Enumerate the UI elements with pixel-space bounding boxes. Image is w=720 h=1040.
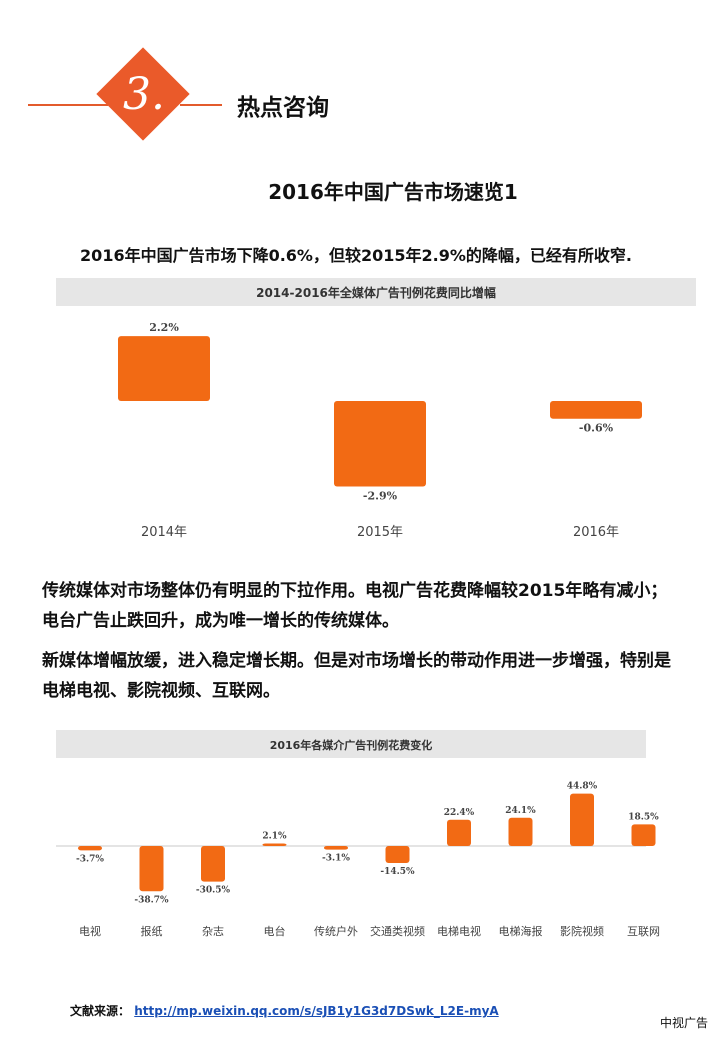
data-label: 2.1%	[262, 832, 287, 842]
bar	[139, 846, 164, 892]
bar	[570, 793, 594, 846]
data-label: -14.5%	[380, 867, 415, 877]
paragraph-new-media: 新媒体增幅放缓，进入稳定增长期。但是对市场增长的带动作用进一步增强，特别是电梯电…	[42, 651, 671, 701]
section-title: 热点咨询	[237, 95, 329, 121]
data-label: -38.7%	[134, 895, 169, 905]
category-label: 电台	[264, 924, 286, 938]
category-label: 电梯海报	[499, 924, 543, 938]
data-label: -3.1%	[322, 854, 350, 864]
bar	[78, 846, 102, 851]
category-label: 互联网	[627, 925, 660, 938]
data-label: -30.5%	[196, 886, 231, 896]
category-label: 交通类视频	[370, 924, 425, 938]
chart-title: 2016年各媒介广告刊例花费变化	[270, 738, 433, 752]
section-rule-right	[180, 104, 222, 106]
document-title: 2016年中国广告市场速览1	[268, 180, 518, 204]
category-label: 2015年	[357, 525, 403, 540]
lead-sentence: 2016年中国广告市场下降0.6%，但较2015年2.9%的降幅，已经有所收窄.	[80, 246, 632, 265]
category-label: 杂志	[202, 925, 224, 938]
bar	[550, 401, 642, 419]
brand-label: 中视广告	[659, 1016, 708, 1030]
source-label: 文献来源：	[70, 1004, 131, 1018]
chart-title-band	[56, 278, 696, 306]
data-label: 2.2%	[149, 321, 179, 334]
data-label: 24.1%	[505, 806, 536, 816]
media-change-chart: 2016年各媒介广告刊例花费变化 -3.7% 电视 -38.7% 报纸 -30.5% 杂志 2…	[56, 730, 696, 950]
data-label: 44.8%	[567, 782, 598, 792]
section-number: 3.	[123, 69, 165, 120]
bar	[262, 843, 287, 846]
bar	[334, 401, 426, 487]
bar	[118, 336, 210, 401]
bar	[631, 824, 656, 846]
bar	[324, 846, 348, 850]
category-label: 传统户外	[314, 924, 358, 938]
category-label: 影院视频	[560, 924, 604, 938]
category-label: 2016年	[573, 525, 619, 540]
bar	[385, 846, 410, 863]
source-link[interactable]: http://mp.weixin.qq.com/s/sJB1y1G3d7DSwk…	[134, 1004, 499, 1018]
data-label: -0.6%	[579, 422, 614, 435]
category-label: 2014年	[141, 525, 187, 540]
yoy-growth-chart-svg: 2014-2016年全媒体广告刊例花费同比增幅 2.2% 2014年 -2.9% 201…	[56, 278, 696, 540]
data-label: 22.4%	[444, 808, 475, 818]
yoy-growth-chart: 2014-2016年全媒体广告刊例花费同比增幅 2.2% 2014年 -2.9% 201…	[56, 278, 696, 548]
media-change-chart-svg: 2016年各媒介广告刊例花费变化 -3.7% 电视 -38.7% 报纸 -30.5% 杂志 2…	[56, 730, 660, 938]
chart-title-band	[56, 730, 646, 758]
bar	[508, 817, 533, 846]
category-label: 报纸	[141, 924, 163, 938]
category-label: 电视	[79, 924, 101, 938]
source-line: 文献来源： http://mp.weixin.qq.com/s/sJB1y1G3…	[70, 1002, 499, 1019]
bar	[201, 846, 225, 882]
bar	[447, 819, 471, 846]
paragraph-traditional-media: 传统媒体对市场整体仍有明显的下拉作用。电视广告花费降幅较2015年略有减小；电台…	[42, 581, 668, 631]
chart-title: 2014-2016年全媒体广告刊例花费同比增幅	[256, 285, 496, 300]
data-label: 18.5%	[628, 812, 659, 822]
data-label: -3.7%	[76, 854, 104, 864]
data-label: -2.9%	[363, 490, 398, 503]
category-label: 电梯电视	[437, 924, 481, 938]
section-rule-left	[28, 104, 108, 106]
